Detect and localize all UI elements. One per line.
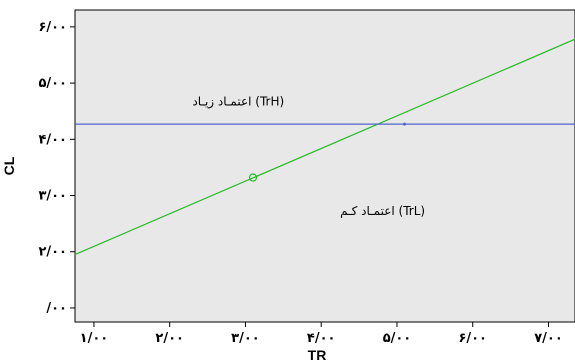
y-tick-label-0: /۰۰ bbox=[46, 301, 67, 316]
y-tick-label-3: ۴/۰۰ bbox=[38, 132, 67, 147]
y-tick-label-2: ۳/۰۰ bbox=[38, 189, 67, 204]
x-axis-title: TR bbox=[308, 347, 327, 363]
y-tick-label-4: ۵/۰۰ bbox=[38, 76, 67, 91]
x-tick-label-2: ۳/۰۰ bbox=[231, 331, 260, 346]
y-tick-label-1: ۲/۰۰ bbox=[38, 245, 67, 260]
x-tick-label-4: ۵/۰۰ bbox=[383, 331, 412, 346]
series-line-0 bbox=[74, 38, 575, 256]
annotation-1: (TrL) اعتمـاد كـم bbox=[340, 204, 425, 218]
y-axis-title: CL bbox=[1, 156, 17, 175]
x-tick-label-6: ۷/۰۰ bbox=[534, 331, 563, 346]
series-marker-1 bbox=[403, 122, 407, 126]
x-tick-label-3: ۴/۰۰ bbox=[307, 331, 336, 346]
series-marker-0 bbox=[248, 173, 258, 182]
annotation-0: (TrH) اعتمـاد زيـاد bbox=[192, 95, 284, 110]
plot-area bbox=[74, 9, 575, 323]
x-tick-label-1: ۲/۰۰ bbox=[155, 331, 184, 346]
x-tick-label-0: ۱/۰۰ bbox=[80, 331, 109, 346]
x-tick-label-5: ۶/۰۰ bbox=[458, 331, 487, 346]
y-tick-label-5: ۶/۰۰ bbox=[38, 20, 67, 35]
